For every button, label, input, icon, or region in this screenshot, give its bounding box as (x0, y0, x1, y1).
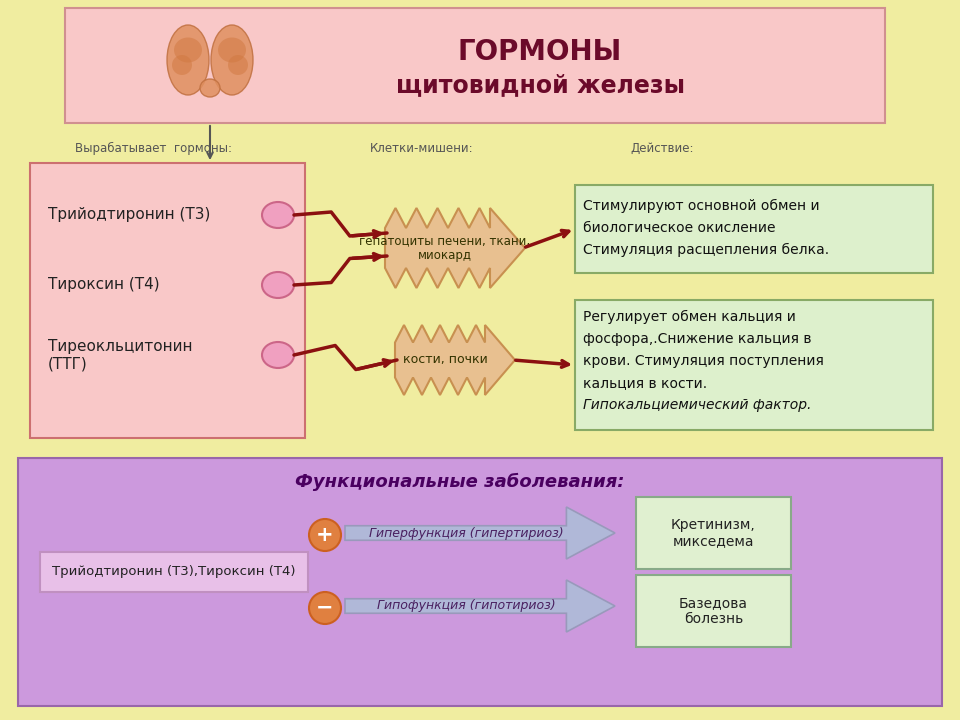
Text: биологическое окисление: биологическое окисление (583, 221, 776, 235)
Ellipse shape (218, 37, 246, 63)
Text: кальция в кости.: кальция в кости. (583, 376, 708, 390)
Bar (18, 458, 942, 706)
Text: +: + (316, 525, 334, 545)
Text: Регулирует обмен кальция и: Регулирует обмен кальция и (583, 310, 796, 324)
Ellipse shape (211, 25, 253, 95)
Bar (65, 8, 885, 123)
Text: Стимулируют основной обмен и: Стимулируют основной обмен и (583, 199, 820, 213)
Polygon shape (385, 208, 525, 288)
Text: ГОРМОНЫ: ГОРМОНЫ (458, 38, 622, 66)
Text: Базедова
болезнь: Базедова болезнь (679, 596, 748, 626)
Ellipse shape (262, 342, 294, 368)
Text: гепатоциты печени, ткани,
миокард: гепатоциты печени, ткани, миокард (359, 234, 531, 262)
Ellipse shape (262, 202, 294, 228)
Text: Тиреокльцитонин
(ТТГ): Тиреокльцитонин (ТТГ) (48, 339, 193, 372)
Text: −: − (316, 598, 334, 618)
Bar (30, 163, 305, 438)
Text: Гипофункция (гипотириоз): Гипофункция (гипотириоз) (377, 600, 556, 613)
Text: Действие:: Действие: (630, 142, 693, 155)
Text: Гипокальциемический фактор.: Гипокальциемический фактор. (583, 398, 811, 412)
Polygon shape (345, 507, 615, 559)
Ellipse shape (174, 37, 202, 63)
Polygon shape (395, 325, 515, 395)
Text: Трийодтиронин (Т3): Трийодтиронин (Т3) (48, 207, 210, 222)
Ellipse shape (167, 25, 209, 95)
Text: Стимуляция расщепления белка.: Стимуляция расщепления белка. (583, 243, 829, 257)
Text: Трийодтиронин (Т3),Тироксин (Т4): Трийодтиронин (Т3),Тироксин (Т4) (52, 565, 296, 578)
Text: крови. Стимуляция поступления: крови. Стимуляция поступления (583, 354, 824, 368)
Text: кости, почки: кости, почки (402, 354, 488, 366)
Text: Гиперфункция (гипертириоз): Гиперфункция (гипертириоз) (370, 526, 564, 539)
Ellipse shape (228, 55, 248, 75)
Ellipse shape (262, 272, 294, 298)
Text: фосфора,.Снижение кальция в: фосфора,.Снижение кальция в (583, 332, 811, 346)
Text: Тироксин (Т4): Тироксин (Т4) (48, 277, 159, 292)
Circle shape (309, 592, 341, 624)
Text: Вырабатывает  гормоны:: Вырабатывает гормоны: (75, 141, 232, 155)
Bar (636, 575, 791, 647)
Text: Функциональные заболевания:: Функциональные заболевания: (296, 473, 625, 491)
Bar (40, 552, 308, 592)
Polygon shape (345, 580, 615, 632)
Text: щитовидной железы: щитовидной железы (396, 73, 684, 97)
Bar (575, 300, 933, 430)
Circle shape (309, 519, 341, 551)
Ellipse shape (200, 79, 220, 97)
Bar (636, 497, 791, 569)
Bar (575, 185, 933, 273)
Text: Клетки-мишени:: Клетки-мишени: (370, 142, 473, 155)
Text: Кретинизм,
микседема: Кретинизм, микседема (671, 518, 756, 548)
Ellipse shape (172, 55, 192, 75)
